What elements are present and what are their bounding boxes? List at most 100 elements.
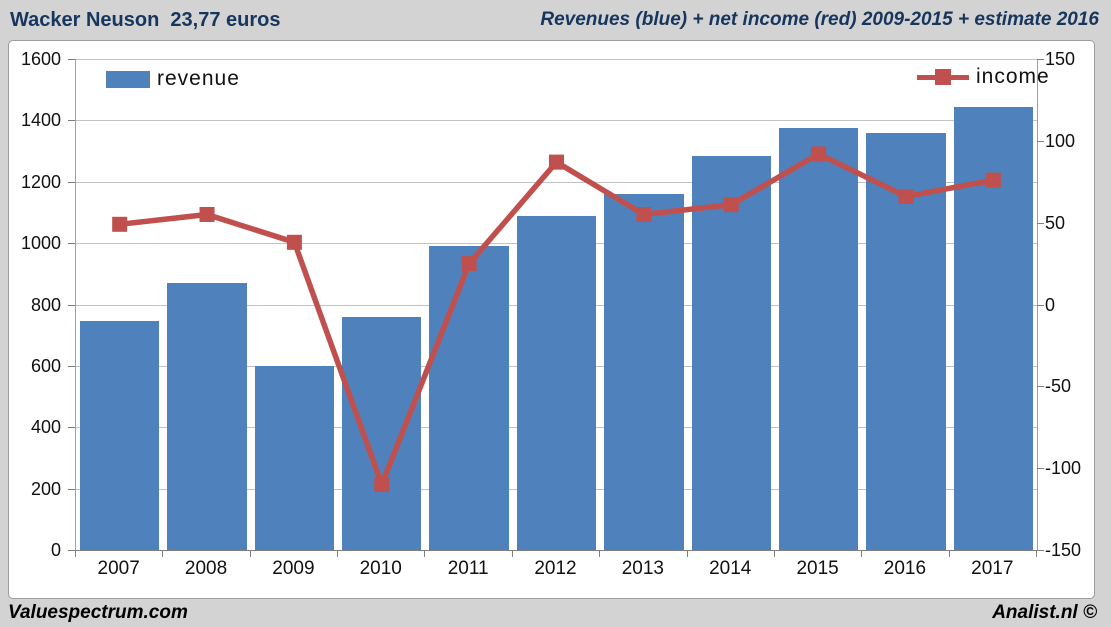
y-right-tick [1037,550,1044,551]
legend-income-label: income [976,65,1050,88]
income-marker-2010 [374,477,390,493]
x-axis-notch [860,542,865,550]
x-axis-notch [685,542,690,550]
x-axis-notch [423,542,428,550]
chart-subtitle: Revenues (blue) + net income (red) 2009-… [540,9,1099,30]
x-label-2008: 2008 [184,558,228,579]
x-axis-tick [75,550,76,557]
x-axis-tick [162,550,164,557]
bar-2015 [778,128,859,550]
x-axis-tick [861,550,863,557]
x-label-2010: 2010 [359,558,402,579]
income-marker-2012 [549,154,564,170]
footer-valuespectrum: Valuespectrum.com [8,602,188,623]
x-axis-tick [1036,550,1037,557]
x-label-2015: 2015 [796,558,839,579]
income-marker-2017 [985,172,1001,188]
y-right-label-0: 0 [1045,294,1056,315]
x-label-2011: 2011 [447,558,489,579]
bar-2012 [516,215,597,550]
plot-area [75,59,1038,551]
gridline-1200 [76,181,1037,183]
gridline-1400 [76,120,1037,122]
legend-income: income [917,65,1050,89]
y-left-tick [68,488,75,490]
y-left-tick [68,304,75,306]
income-marker-2013 [636,206,652,222]
chart-box: revenue income 0 200 400 600 800 1000 1200 1400… [8,40,1095,599]
x-axis-notch [161,542,166,550]
x-axis-tick [249,550,251,557]
y-left-tick [68,181,75,183]
y-left-tick [68,550,75,551]
y-right-tick [1037,140,1044,142]
y-left-label-0: 0 [50,540,61,560]
y-right-tick [1037,59,1044,60]
legend-revenue-label: revenue [157,67,240,90]
x-label-2009: 2009 [272,558,315,579]
x-label-2016: 2016 [883,558,927,579]
bar-2008 [167,283,247,550]
x-label-2017: 2017 [971,558,1014,579]
income-line [119,151,994,488]
legend-revenue: revenue [106,67,240,91]
x-axis-tick [948,550,950,557]
bar-2007 [80,321,160,550]
y-left-tick [68,243,75,245]
income-marker-2009 [286,234,302,250]
y-right-label-150: 150 [1045,49,1076,69]
income-marker-2014 [723,197,739,213]
bar-2011 [429,246,509,550]
income-marker-2011 [461,256,477,272]
x-label-2012: 2012 [534,558,577,579]
y-left-label-600: 600 [30,355,61,376]
x-axis-notch [947,542,952,550]
y-right-label--150: -150 [1045,540,1082,560]
x-label-2014: 2014 [709,558,752,579]
y-left-label-200: 200 [30,478,61,499]
x-axis-notch [772,542,777,550]
y-right-tick [1037,304,1044,306]
income-line-icon [917,68,969,86]
y-left-tick [68,427,75,429]
income-line-plot [112,146,1001,493]
y-right-tick [1037,468,1044,470]
revenue-swatch-icon [106,70,150,88]
x-axis-notch [598,542,603,550]
x-label-2013: 2013 [621,558,664,579]
y-right-label--50: -50 [1045,376,1072,397]
income-marker-2016 [898,188,914,204]
x-axis-tick [686,550,688,557]
bar-2010 [342,316,422,550]
y-left-label-1000: 1000 [20,233,61,254]
y-right-label-50: 50 [1045,212,1066,233]
stock-title: Wacker Neuson 23,77 euros [10,9,281,31]
bar-2013 [604,194,684,550]
y-left-label-400: 400 [30,417,61,438]
footer-analist: Analist.nl © [992,602,1097,623]
income-marker-2007 [112,216,128,232]
y-right-tick [1037,222,1044,224]
y-right-label--100: -100 [1045,458,1082,479]
x-axis-tick [337,550,339,557]
income-marker-swatch [935,69,951,85]
x-axis-tick [511,550,513,557]
income-marker-2015 [811,146,827,162]
income-marker-2008 [199,206,215,222]
y-right-tick [1037,386,1044,388]
y-right-label-100: 100 [1045,130,1076,151]
x-axis-tick [599,550,601,557]
y-left-label-800: 800 [30,294,61,315]
gridline-1600 [76,59,1037,60]
x-axis-notch [336,542,341,550]
y-left-label-1400: 1400 [20,110,61,131]
x-axis-tick [773,550,775,557]
bar-2014 [691,155,771,550]
y-left-label-1600: 1600 [20,49,61,69]
bar-2009 [254,365,335,550]
y-left-tick [68,365,75,367]
x-label-2007: 2007 [97,558,140,579]
y-left-tick [68,59,75,60]
y-left-label-1200: 1200 [20,171,61,192]
